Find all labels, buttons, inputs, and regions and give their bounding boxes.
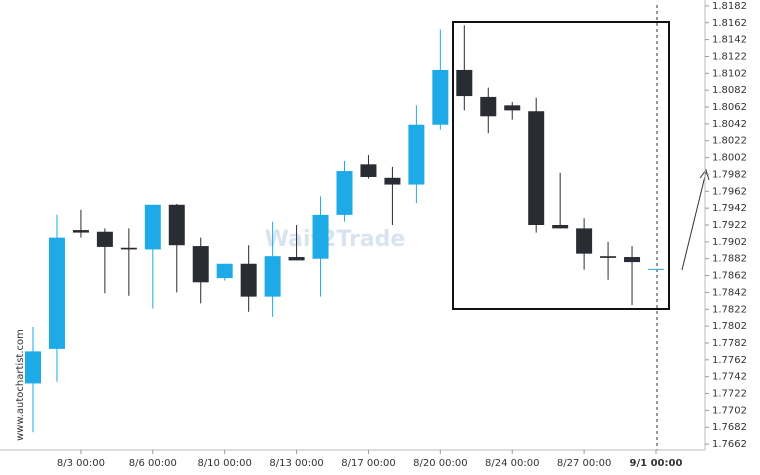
- candle-body: [288, 257, 305, 261]
- candle-body: [264, 256, 281, 297]
- y-tick-label: 1.7862: [712, 271, 747, 282]
- y-tick-label: 1.7842: [712, 287, 747, 298]
- y-tick-label: 1.8102: [712, 68, 747, 79]
- pattern-box: [452, 21, 670, 310]
- y-tick-label: 1.7702: [712, 405, 747, 416]
- x-tick-label: 8/24 00:00: [485, 458, 539, 469]
- candle-body: [96, 231, 113, 247]
- candle-body: [48, 237, 65, 349]
- forecast-arrowhead: [699, 168, 710, 181]
- candle-body: [504, 105, 521, 111]
- y-tick-label: 1.7962: [712, 186, 747, 197]
- candle-body: [120, 247, 137, 250]
- candle-body: [216, 263, 233, 279]
- y-tick-label: 1.8162: [712, 18, 747, 29]
- y-tick-label: 1.7942: [712, 203, 747, 214]
- y-tick-label: 1.7882: [712, 254, 747, 265]
- watermark: Wait2Trade: [265, 227, 406, 252]
- candle-body: [312, 214, 329, 259]
- candle-body: [624, 257, 641, 263]
- candle-body: [576, 228, 593, 254]
- candle-body: [528, 111, 545, 225]
- candle-body: [432, 69, 449, 125]
- x-tick-label: 8/13 00:00: [269, 458, 323, 469]
- y-tick-label: 1.7822: [712, 304, 747, 315]
- y-tick-label: 1.7782: [712, 338, 747, 349]
- candle-body: [240, 263, 257, 297]
- candle-body: [25, 351, 41, 384]
- y-tick-label: 1.8122: [712, 51, 747, 62]
- y-tick-label: 1.7982: [712, 169, 747, 180]
- x-tick-label: 8/10 00:00: [197, 458, 251, 469]
- y-tick-label: 1.7742: [712, 372, 747, 383]
- y-tick-label: 1.8022: [712, 136, 747, 147]
- y-tick-label: 1.8082: [712, 85, 747, 96]
- x-tick-label: 9/1 00:00: [630, 458, 683, 469]
- candle-body: [384, 177, 401, 185]
- y-tick-label: 1.7802: [712, 321, 747, 332]
- candle-body: [336, 171, 353, 215]
- y-tick-label: 1.8182: [712, 1, 747, 12]
- candle-body: [144, 204, 161, 250]
- y-tick-label: 1.8142: [712, 35, 747, 46]
- y-tick-label: 1.7922: [712, 220, 747, 231]
- source-label: www.autochartist.com: [15, 329, 26, 441]
- candle-body: [360, 164, 377, 177]
- x-tick-label: 8/3 00:00: [57, 458, 105, 469]
- candle-body: [648, 268, 664, 270]
- y-tick-label: 1.7762: [712, 355, 747, 366]
- y-tick-label: 1.7662: [712, 439, 747, 450]
- y-tick-label: 1.8002: [712, 153, 747, 164]
- candle-body: [600, 256, 617, 258]
- candle-body: [552, 225, 569, 229]
- forecast-arrow: [681, 171, 707, 271]
- x-tick-label: 8/6 00:00: [129, 458, 177, 469]
- y-tick-label: 1.8062: [712, 102, 747, 113]
- y-tick-label: 1.7722: [712, 389, 747, 400]
- x-tick-label: 8/27 00:00: [557, 458, 611, 469]
- y-tick-label: 1.7902: [712, 237, 747, 248]
- candle-body: [72, 230, 89, 233]
- x-tick-label: 8/17 00:00: [341, 458, 395, 469]
- candle-body: [456, 69, 473, 97]
- candle-body: [480, 96, 497, 117]
- x-tick-label: 8/20 00:00: [413, 458, 467, 469]
- candle-body: [192, 246, 209, 283]
- y-tick-label: 1.7682: [712, 422, 747, 433]
- y-tick-label: 1.8042: [712, 119, 747, 130]
- candle-body: [408, 124, 425, 185]
- candle-body: [168, 204, 185, 246]
